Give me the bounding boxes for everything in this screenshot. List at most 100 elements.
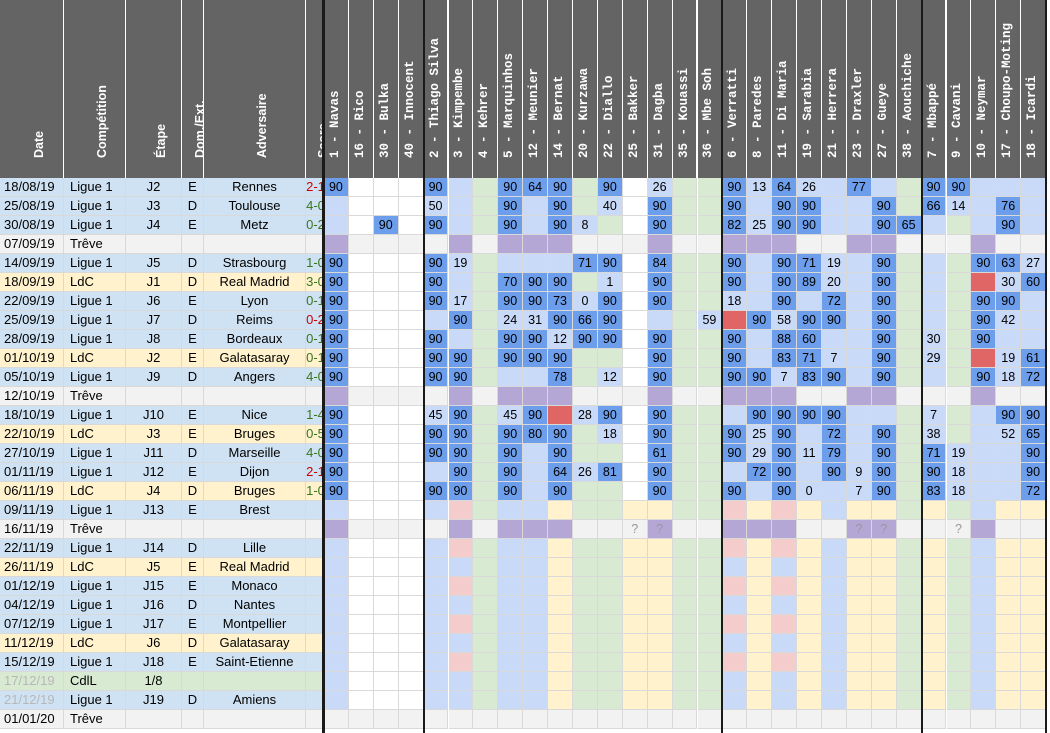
lineup-cell[interactable]: [697, 254, 723, 273]
lineup-cell[interactable]: 90: [647, 463, 673, 482]
lineup-cell[interactable]: [846, 197, 872, 216]
lineup-cell[interactable]: [996, 653, 1022, 672]
lineup-cell[interactable]: 90: [324, 444, 349, 463]
player-header[interactable]: 17 - Choupo-Moting: [996, 0, 1022, 178]
lineup-cell[interactable]: [523, 596, 549, 615]
lineup-cell[interactable]: [921, 501, 947, 520]
lineup-cell[interactable]: [946, 368, 972, 387]
lineup-cell[interactable]: [348, 501, 374, 520]
lineup-cell[interactable]: [921, 558, 947, 577]
lineup-cell[interactable]: [622, 672, 648, 691]
lineup-cell[interactable]: [597, 387, 623, 406]
lineup-cell[interactable]: [1021, 615, 1047, 634]
lineup-cell[interactable]: [822, 634, 847, 653]
lineup-cell[interactable]: 81: [597, 463, 623, 482]
lineup-cell[interactable]: [348, 235, 374, 254]
lineup-cell[interactable]: [398, 710, 424, 729]
lineup-cell[interactable]: [797, 292, 822, 311]
lineup-cell[interactable]: 29: [747, 444, 773, 463]
lineup-cell[interactable]: 90: [498, 444, 524, 463]
lineup-cell[interactable]: [996, 520, 1022, 539]
lineup-cell[interactable]: [797, 501, 822, 520]
lineup-cell[interactable]: 9: [846, 463, 872, 482]
lineup-cell[interactable]: [473, 444, 499, 463]
lineup-cell[interactable]: [498, 558, 524, 577]
lineup-cell[interactable]: [822, 615, 847, 634]
lineup-cell[interactable]: [498, 710, 524, 729]
lineup-cell[interactable]: [971, 178, 997, 197]
lineup-cell[interactable]: [871, 178, 897, 197]
lineup-cell[interactable]: [946, 672, 972, 691]
player-header[interactable]: 11 - Di Maria: [772, 0, 798, 178]
lineup-cell[interactable]: 90: [423, 178, 449, 197]
lineup-cell[interactable]: [423, 501, 449, 520]
lineup-cell[interactable]: [697, 653, 723, 672]
lineup-cell[interactable]: [971, 463, 997, 482]
lineup-cell[interactable]: [473, 482, 499, 501]
lineup-cell[interactable]: [896, 330, 922, 349]
lineup-cell[interactable]: [971, 406, 997, 425]
lineup-cell[interactable]: [747, 349, 773, 368]
lineup-cell[interactable]: [921, 292, 947, 311]
lineup-cell[interactable]: [747, 501, 773, 520]
lineup-cell[interactable]: [697, 463, 723, 482]
lineup-cell[interactable]: [971, 216, 997, 235]
lineup-cell[interactable]: [921, 615, 947, 634]
lineup-cell[interactable]: [448, 273, 474, 292]
lineup-cell[interactable]: [373, 178, 399, 197]
lineup-cell[interactable]: [846, 311, 872, 330]
lineup-cell[interactable]: [548, 710, 573, 729]
lineup-cell[interactable]: [996, 615, 1022, 634]
lineup-cell[interactable]: [448, 330, 474, 349]
lineup-cell[interactable]: [373, 710, 399, 729]
lineup-cell[interactable]: [498, 368, 524, 387]
lineup-cell[interactable]: 84: [647, 254, 673, 273]
lineup-cell[interactable]: 59: [697, 311, 723, 330]
lineup-cell[interactable]: [672, 558, 698, 577]
lineup-cell[interactable]: [523, 368, 549, 387]
lineup-cell[interactable]: 90: [996, 216, 1022, 235]
lineup-cell[interactable]: [896, 710, 922, 729]
lineup-cell[interactable]: 90: [498, 482, 524, 501]
lineup-cell[interactable]: 18: [996, 368, 1022, 387]
lineup-cell[interactable]: [622, 482, 648, 501]
lineup-cell[interactable]: [573, 539, 598, 558]
lineup-cell[interactable]: 90: [448, 444, 474, 463]
lineup-cell[interactable]: 90: [498, 292, 524, 311]
lineup-cell[interactable]: [647, 691, 673, 710]
lineup-cell[interactable]: [996, 691, 1022, 710]
lineup-cell[interactable]: [747, 710, 773, 729]
lineup-cell[interactable]: [697, 349, 723, 368]
lineup-cell[interactable]: ?: [622, 520, 648, 539]
lineup-cell[interactable]: [971, 235, 997, 254]
lineup-cell[interactable]: [398, 501, 424, 520]
lineup-cell[interactable]: [573, 349, 598, 368]
lineup-cell[interactable]: [996, 501, 1022, 520]
lineup-cell[interactable]: 19: [822, 254, 847, 273]
lineup-cell[interactable]: [697, 235, 723, 254]
lineup-cell[interactable]: [672, 501, 698, 520]
lineup-cell[interactable]: 60: [1021, 273, 1047, 292]
lineup-cell[interactable]: [846, 254, 872, 273]
player-header[interactable]: 2 - Thiago Silva: [423, 0, 449, 178]
lineup-cell[interactable]: [846, 273, 872, 292]
lineup-cell[interactable]: [697, 501, 723, 520]
lineup-cell[interactable]: [722, 634, 748, 653]
lineup-cell[interactable]: [871, 501, 897, 520]
lineup-cell[interactable]: [996, 463, 1022, 482]
lineup-cell[interactable]: [647, 615, 673, 634]
lineup-cell[interactable]: [448, 178, 474, 197]
lineup-cell[interactable]: 11: [797, 444, 822, 463]
lineup-cell[interactable]: 63: [996, 254, 1022, 273]
lineup-cell[interactable]: [498, 634, 524, 653]
lineup-cell[interactable]: 90: [548, 197, 573, 216]
lineup-cell[interactable]: 90: [647, 330, 673, 349]
lineup-cell[interactable]: [747, 254, 773, 273]
lineup-cell[interactable]: [822, 178, 847, 197]
lineup-cell[interactable]: 50: [423, 197, 449, 216]
lineup-cell[interactable]: [324, 197, 349, 216]
lineup-cell[interactable]: [946, 596, 972, 615]
lineup-cell[interactable]: [473, 368, 499, 387]
lineup-cell[interactable]: [647, 596, 673, 615]
lineup-cell[interactable]: [672, 444, 698, 463]
